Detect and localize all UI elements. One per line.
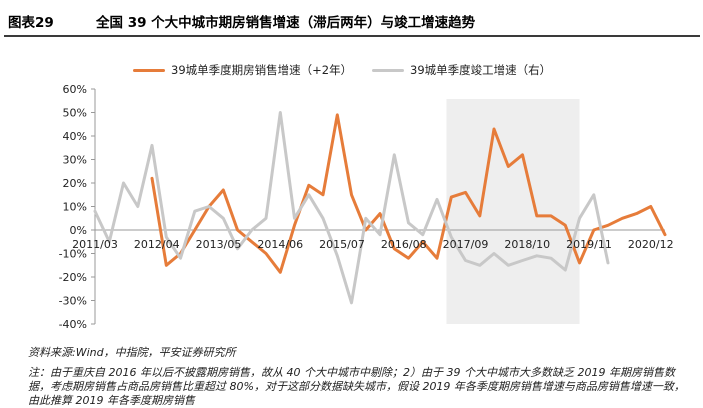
x-tick-label: 2014/06 xyxy=(257,238,303,251)
y-tick-label: 10% xyxy=(63,201,87,214)
legend-swatch-sales xyxy=(133,68,165,72)
legend-swatch-completion xyxy=(372,68,404,72)
x-tick-label: 2016/08 xyxy=(381,238,427,251)
y-tick-label: -30% xyxy=(59,295,87,308)
figure-number: 图表29 xyxy=(8,15,54,31)
note-text: 注：由于重庆自 2016 年以后不披露期房销售，故从 40 个大中城市中剔除；2… xyxy=(28,366,685,407)
legend-item-sales: 39城单季度期房销售增速（+2年） xyxy=(133,62,352,78)
x-tick-label: 2015/07 xyxy=(319,238,365,251)
y-tick-label: 40% xyxy=(63,130,87,143)
x-tick-label: 2013/05 xyxy=(196,238,242,251)
figure-header: 图表29 全国 39 个大中城市期房销售增速（滞后两年）与竣工增速趋势 xyxy=(2,0,700,37)
y-tick-label: -10% xyxy=(59,248,87,261)
x-tick-label: 2017/09 xyxy=(443,238,489,251)
y-tick-label: 50% xyxy=(63,107,87,120)
x-tick-label: 2011/03 xyxy=(72,238,118,251)
x-tick-label: 2012/04 xyxy=(134,238,180,251)
source-text: 资料来源:Wind，中指院，平安证券研究所 xyxy=(28,346,236,359)
series-line-sales xyxy=(150,113,667,274)
x-tick-label: 2019/11 xyxy=(566,238,612,251)
y-tick-label: -20% xyxy=(59,271,87,284)
x-tick-label: 2018/10 xyxy=(504,238,550,251)
legend-label-sales: 39城单季度期房销售增速（+2年） xyxy=(171,63,353,77)
x-tick-label: 2020/12 xyxy=(628,238,674,251)
y-tick-label: 0% xyxy=(70,224,87,237)
legend: 39城单季度期房销售增速（+2年） 39城单季度竣工增速（右） xyxy=(0,62,703,80)
series-line-completion xyxy=(93,111,610,305)
y-tick-label: -40% xyxy=(59,318,87,331)
y-tick-label: 60% xyxy=(63,83,87,96)
line-chart: 60% 50% 40% 30% 20% 10% 0% -10% -20% -30% -40% 2011… xyxy=(59,83,674,331)
y-tick-label: 20% xyxy=(63,177,87,190)
figure-title: 全国 39 个大中城市期房销售增速（滞后两年）与竣工增速趋势 xyxy=(96,15,476,31)
legend-item-completion: 39城单季度竣工增速（右） xyxy=(372,62,551,78)
shaded-period xyxy=(446,99,580,324)
y-tick-label: 30% xyxy=(63,154,87,167)
legend-label-completion: 39城单季度竣工增速（右） xyxy=(410,63,552,77)
title-rule xyxy=(4,35,700,37)
